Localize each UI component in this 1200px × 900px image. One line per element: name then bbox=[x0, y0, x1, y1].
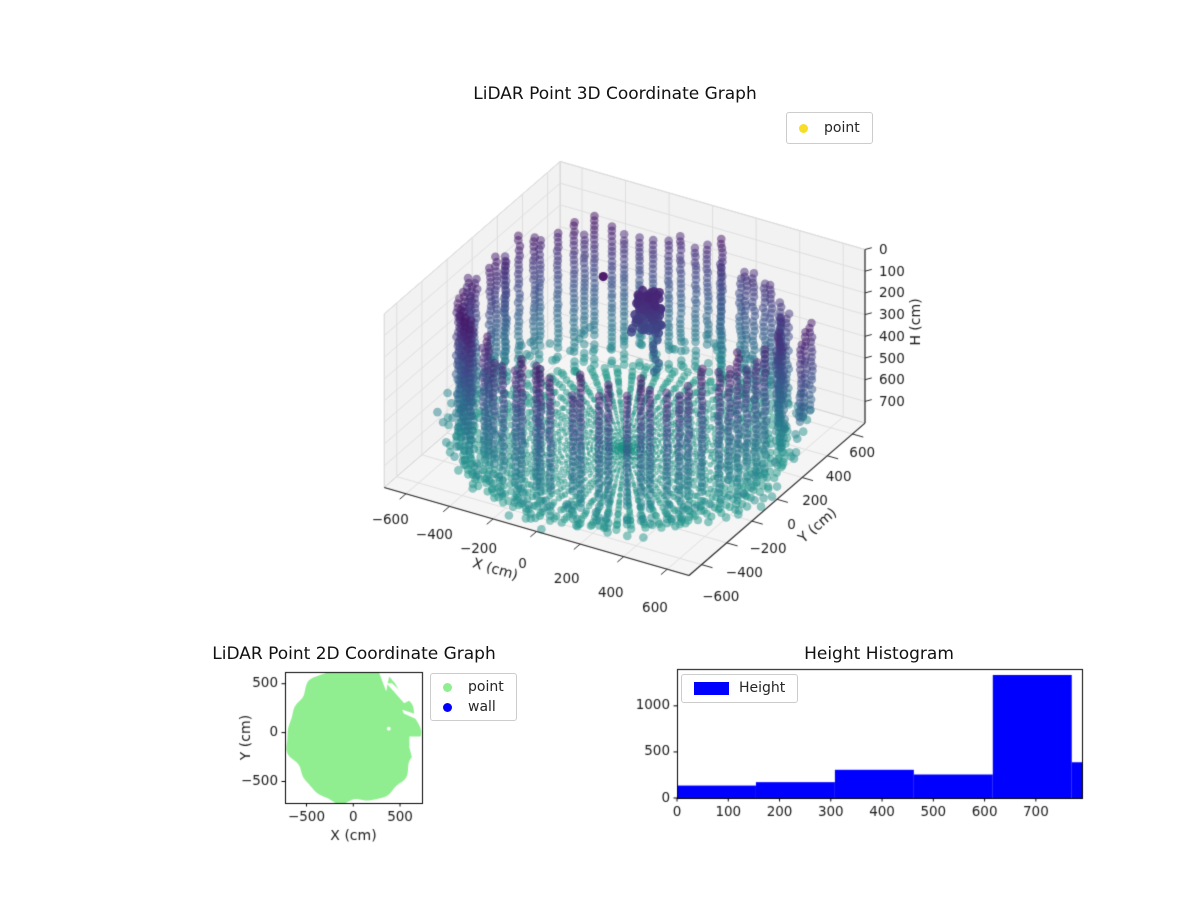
plot2d-legend-row-point: point bbox=[443, 679, 504, 696]
point-legend-dot-icon bbox=[443, 682, 452, 692]
plot3d-legend-row: point bbox=[799, 120, 860, 137]
plot3d-legend-label: point bbox=[824, 119, 860, 136]
plot3d-canvas bbox=[280, 100, 980, 660]
plot3d-title: LiDAR Point 3D Coordinate Graph bbox=[473, 84, 757, 104]
histogram-canvas bbox=[615, 635, 1120, 835]
point-legend-dot-icon bbox=[799, 123, 808, 133]
histogram-legend-label: Height bbox=[739, 680, 786, 696]
plot2d-legend: point wall bbox=[430, 673, 517, 721]
histogram-legend: Height bbox=[681, 674, 799, 703]
plot2d-legend-row-wall: wall bbox=[443, 699, 504, 716]
wall-legend-dot-icon bbox=[443, 702, 452, 712]
plot2d-canvas bbox=[210, 638, 540, 860]
plot2d-legend-label-point: point bbox=[468, 678, 504, 695]
histogram-legend-row: Height bbox=[694, 680, 785, 697]
height-legend-patch-icon bbox=[694, 682, 729, 695]
plot2d-legend-label-wall: wall bbox=[468, 698, 496, 715]
plot3d-legend: point bbox=[786, 112, 873, 144]
